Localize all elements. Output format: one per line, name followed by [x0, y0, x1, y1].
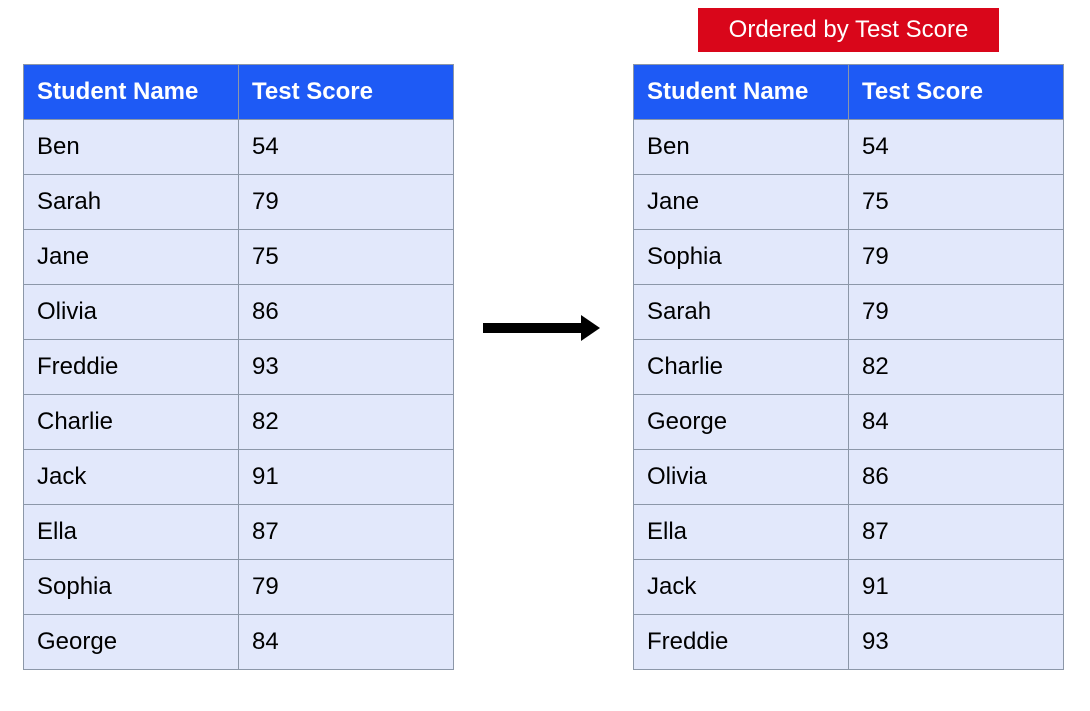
unsorted-table: Student Name Test Score Ben 54 Sarah 79 Jane… [23, 64, 454, 670]
table-row: Freddie 93 [633, 614, 1064, 670]
student-name-cell: Ella [633, 504, 849, 560]
student-name-cell: George [633, 394, 849, 450]
table-row: Sophia 79 [23, 559, 454, 615]
test-score-cell: 79 [238, 174, 454, 230]
table-row: Freddie 93 [23, 339, 454, 395]
arrow-right-icon [483, 315, 600, 341]
table-row: Olivia 86 [633, 449, 1064, 505]
table-row: Jack 91 [23, 449, 454, 505]
header-student-name: Student Name [23, 64, 239, 120]
test-score-cell: 84 [238, 614, 454, 670]
test-score-cell: 79 [848, 229, 1064, 285]
student-name-cell: Charlie [633, 339, 849, 395]
student-name-cell: Freddie [23, 339, 239, 395]
table-row: George 84 [23, 614, 454, 670]
test-score-cell: 75 [238, 229, 454, 285]
student-name-cell: Jack [633, 559, 849, 615]
student-name-cell: Charlie [23, 394, 239, 450]
header-test-score: Test Score [848, 64, 1064, 120]
student-name-cell: Jack [23, 449, 239, 505]
table-header-row: Student Name Test Score [633, 64, 1064, 120]
table-row: Sophia 79 [633, 229, 1064, 285]
student-name-cell: Ben [633, 119, 849, 175]
test-score-cell: 79 [238, 559, 454, 615]
test-score-cell: 87 [848, 504, 1064, 560]
test-score-cell: 82 [848, 339, 1064, 395]
test-score-cell: 75 [848, 174, 1064, 230]
sort-order-badge: Ordered by Test Score [698, 8, 999, 52]
test-score-cell: 91 [848, 559, 1064, 615]
table-row: Ben 54 [23, 119, 454, 175]
student-name-cell: Sarah [633, 284, 849, 340]
student-name-cell: Olivia [23, 284, 239, 340]
table-row: Charlie 82 [633, 339, 1064, 395]
test-score-cell: 93 [238, 339, 454, 395]
test-score-cell: 86 [238, 284, 454, 340]
student-name-cell: Ella [23, 504, 239, 560]
table-row: Olivia 86 [23, 284, 454, 340]
table-row: Ben 54 [633, 119, 1064, 175]
student-name-cell: Freddie [633, 614, 849, 670]
table-row: Jane 75 [633, 174, 1064, 230]
student-name-cell: Jane [23, 229, 239, 285]
test-score-cell: 87 [238, 504, 454, 560]
student-name-cell: Sophia [633, 229, 849, 285]
test-score-cell: 86 [848, 449, 1064, 505]
header-test-score: Test Score [238, 64, 454, 120]
table-row: Sarah 79 [23, 174, 454, 230]
test-score-cell: 79 [848, 284, 1064, 340]
table-row: Ella 87 [23, 504, 454, 560]
table-row: Jane 75 [23, 229, 454, 285]
table-row: George 84 [633, 394, 1064, 450]
table-header-row: Student Name Test Score [23, 64, 454, 120]
student-name-cell: Jane [633, 174, 849, 230]
test-score-cell: 91 [238, 449, 454, 505]
test-score-cell: 54 [848, 119, 1064, 175]
test-score-cell: 82 [238, 394, 454, 450]
table-row: Jack 91 [633, 559, 1064, 615]
student-name-cell: Sophia [23, 559, 239, 615]
test-score-cell: 54 [238, 119, 454, 175]
table-row: Sarah 79 [633, 284, 1064, 340]
student-name-cell: George [23, 614, 239, 670]
test-score-cell: 84 [848, 394, 1064, 450]
table-row: Charlie 82 [23, 394, 454, 450]
table-row: Ella 87 [633, 504, 1064, 560]
student-name-cell: Olivia [633, 449, 849, 505]
sorted-table: Student Name Test Score Ben 54 Jane 75 Sophi… [633, 64, 1064, 670]
student-name-cell: Sarah [23, 174, 239, 230]
student-name-cell: Ben [23, 119, 239, 175]
test-score-cell: 93 [848, 614, 1064, 670]
header-student-name: Student Name [633, 64, 849, 120]
